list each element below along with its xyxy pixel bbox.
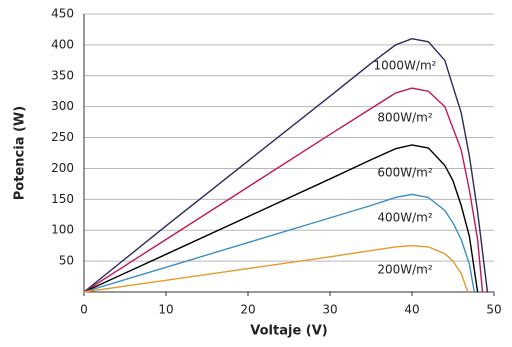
y-axis-title: Potencia (W) xyxy=(13,106,28,200)
series-line xyxy=(83,244,469,293)
y-tick-label: 200 xyxy=(51,161,74,175)
y-tick-label: 300 xyxy=(51,99,74,113)
series-label: 400W/m² xyxy=(377,211,433,225)
y-tick-label: 50 xyxy=(59,254,74,268)
series-line xyxy=(83,37,489,293)
x-tick-label: 50 xyxy=(486,303,501,317)
y-tick-label: 150 xyxy=(51,192,74,206)
series-label: 200W/m² xyxy=(377,263,433,277)
x-tick-label: 20 xyxy=(240,303,255,317)
x-tick-label: 10 xyxy=(158,303,173,317)
series-label: 600W/m² xyxy=(377,166,433,180)
series-label: 1000W/m² xyxy=(374,59,437,73)
x-tick-label: 0 xyxy=(80,303,88,317)
series-line xyxy=(83,144,479,293)
series-line xyxy=(83,193,476,293)
x-tick-label: 30 xyxy=(322,303,337,317)
y-tick-label: 400 xyxy=(51,37,74,51)
y-tick-label: 450 xyxy=(51,7,74,21)
x-tick-label: 40 xyxy=(404,303,419,317)
series-label: 800W/m² xyxy=(377,111,433,125)
y-tick-label: 250 xyxy=(51,130,74,144)
y-tick-label: 350 xyxy=(51,68,74,82)
x-axis-title: Voltaje (V) xyxy=(250,324,327,339)
y-tick-label: 100 xyxy=(51,223,74,237)
series-line xyxy=(83,87,484,293)
